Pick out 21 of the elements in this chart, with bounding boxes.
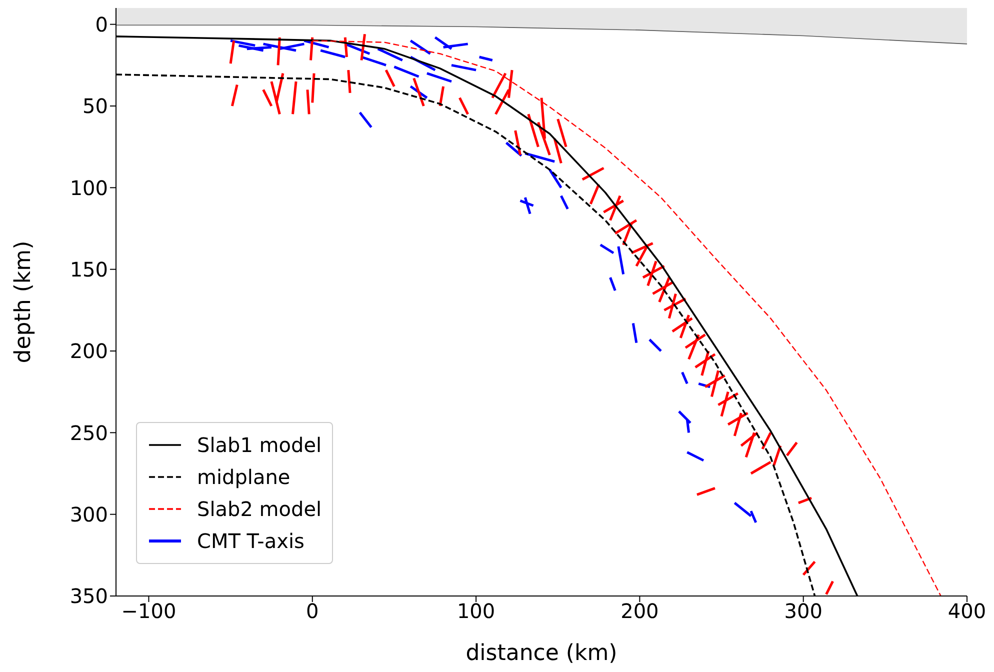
y-axis-title: depth (km) <box>10 240 36 364</box>
y-tick-label: 250 <box>70 420 108 445</box>
y-tick-label: 350 <box>70 584 108 608</box>
y-tick-label: 0 <box>95 12 108 36</box>
x-tick-label: 400 <box>948 599 986 624</box>
x-tick-label: 100 <box>456 599 496 624</box>
x-tick-label: −100 <box>121 599 176 624</box>
line-series <box>116 24 967 44</box>
y-tick-label: 200 <box>70 339 108 364</box>
legend-label: midplane <box>197 465 290 489</box>
y-tick-label: 100 <box>70 176 108 200</box>
y-tick-label: 300 <box>70 502 108 526</box>
legend-label: Slab1 model <box>197 433 322 457</box>
y-tick-label: 50 <box>82 94 108 118</box>
x-axis-title: distance (km) <box>466 641 618 666</box>
x-tick-label: 300 <box>784 599 822 624</box>
legend-label: Slab2 model <box>197 497 322 521</box>
legend-label: CMT T-axis <box>197 529 304 553</box>
x-tick-label: 0 <box>306 599 319 624</box>
x-tick-label: 200 <box>620 599 659 624</box>
y-tick-label: 150 <box>70 257 108 282</box>
